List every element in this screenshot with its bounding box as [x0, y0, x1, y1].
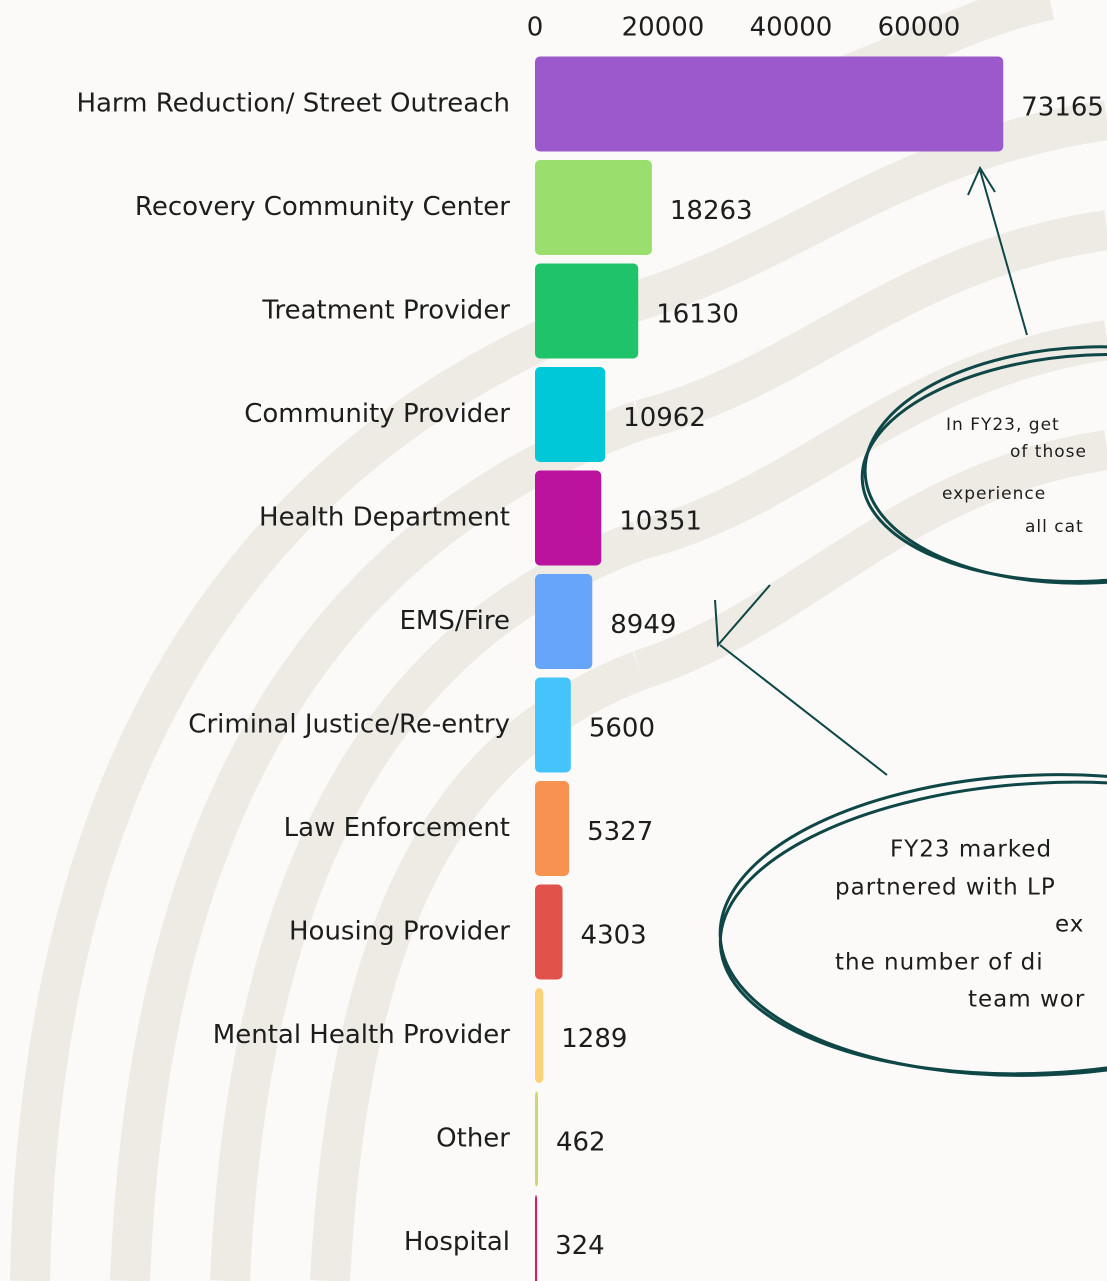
page: In FY23, get of those experience all cat FY2…: [0, 0, 1107, 1281]
category-label: Mental Health Provider: [213, 1020, 511, 1050]
bar: [535, 988, 543, 1083]
annotation-text: experience: [942, 484, 1046, 504]
annotation-text: the number of di: [835, 950, 1044, 976]
bar: [535, 1092, 538, 1187]
category-label: Criminal Justice/Re-entry: [188, 710, 510, 740]
x-tick-label: 40000: [750, 13, 833, 43]
category-label: Health Department: [259, 503, 510, 533]
bar: [535, 264, 638, 359]
bar: [535, 1195, 537, 1281]
bar: [535, 781, 569, 876]
value-label: 10962: [623, 403, 706, 433]
category-label: EMS/Fire: [399, 606, 510, 636]
value-label: 73165: [1021, 93, 1104, 123]
x-tick-label: 60000: [878, 13, 961, 43]
category-label: Hospital: [404, 1227, 510, 1257]
annotation-text: partnered with LP: [835, 875, 1056, 901]
chart: In FY23, get of those experience all cat FY2…: [0, 0, 1107, 1281]
value-label: 5600: [589, 714, 655, 744]
annotation-text: all cat: [1025, 517, 1084, 537]
annotation-text: ex: [1055, 912, 1084, 938]
value-label: 18263: [670, 196, 753, 226]
value-label: 16130: [656, 300, 739, 330]
category-label: Treatment Provider: [261, 296, 510, 326]
annotation-text: team wor: [968, 987, 1085, 1013]
value-label: 324: [555, 1231, 605, 1261]
bar: [535, 574, 592, 669]
annotation-text: of those: [1010, 442, 1087, 462]
bar: [535, 678, 571, 773]
value-label: 8949: [610, 610, 676, 640]
category-label: Recovery Community Center: [135, 192, 510, 222]
annotation-text: FY23 marked: [890, 837, 1052, 863]
value-label: 462: [556, 1128, 606, 1158]
bar: [535, 885, 563, 980]
category-label: Law Enforcement: [284, 813, 510, 843]
value-label: 10351: [619, 507, 702, 537]
category-label: Harm Reduction/ Street Outreach: [76, 89, 510, 119]
category-label: Community Provider: [244, 399, 510, 429]
value-label: 4303: [581, 921, 647, 951]
x-tick-label: 20000: [622, 13, 705, 43]
bar: [535, 471, 601, 566]
bar: [535, 367, 605, 462]
x-tick-label: 0: [527, 13, 544, 43]
value-label: 5327: [587, 817, 653, 847]
category-label: Housing Provider: [289, 917, 510, 947]
value-label: 1289: [561, 1024, 627, 1054]
bar: [535, 57, 1003, 152]
bar: [535, 160, 652, 255]
category-label: Other: [436, 1124, 510, 1154]
annotation-text: In FY23, get: [946, 415, 1060, 435]
